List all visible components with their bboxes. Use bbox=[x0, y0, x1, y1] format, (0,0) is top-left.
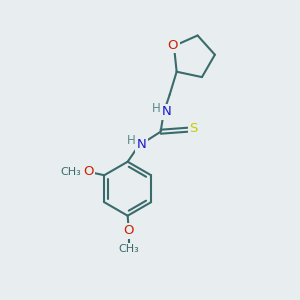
Text: CH₃: CH₃ bbox=[60, 167, 81, 177]
Text: N: N bbox=[137, 138, 146, 151]
Text: N: N bbox=[162, 105, 172, 118]
Text: CH₃: CH₃ bbox=[118, 244, 139, 254]
Text: H: H bbox=[127, 134, 136, 147]
Text: S: S bbox=[190, 122, 198, 135]
Text: O: O bbox=[168, 39, 178, 52]
Text: O: O bbox=[123, 224, 134, 237]
Text: O: O bbox=[83, 165, 94, 178]
Text: H: H bbox=[152, 102, 161, 115]
